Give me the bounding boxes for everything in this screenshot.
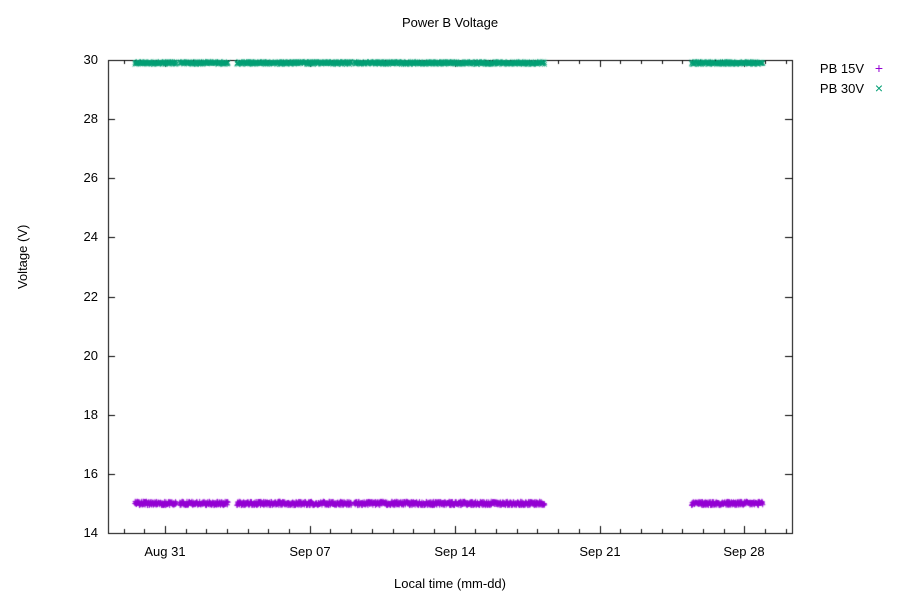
x-tick-label: Sep 14 <box>434 544 476 559</box>
legend: PB 15V + PB 30V × <box>806 58 894 98</box>
y-tick-label: 20 <box>83 348 98 363</box>
legend-entry-label: PB 15V <box>819 60 864 76</box>
y-tick-label: 28 <box>83 111 98 126</box>
legend-entry-label: PB 30V <box>819 80 864 96</box>
y-tick-label: 16 <box>83 466 98 481</box>
y-tick-label: 26 <box>83 170 98 185</box>
y-tick-label: 22 <box>83 289 98 304</box>
y-tick-label: 18 <box>83 407 98 422</box>
y-tick-label: 24 <box>83 229 98 244</box>
chart-title: Power B Voltage <box>401 15 499 30</box>
y-tick-label: 30 <box>83 52 98 67</box>
legend-entry: PB 15V + <box>806 58 894 78</box>
legend-marker-plus-icon: + <box>874 60 884 76</box>
x-tick-label: Sep 07 <box>289 544 331 559</box>
x-tick-label: Sep 28 <box>723 544 765 559</box>
x-tick-label: Sep 21 <box>579 544 621 559</box>
legend-entry: PB 30V × <box>806 78 894 98</box>
x-axis-label: Local time (mm-dd) <box>394 576 506 591</box>
y-tick-label: 14 <box>83 525 98 540</box>
legend-marker-cross-icon: × <box>874 80 884 96</box>
y-axis-label: Voltage (V) <box>14 224 30 289</box>
x-tick-label: Aug 31 <box>144 544 186 559</box>
